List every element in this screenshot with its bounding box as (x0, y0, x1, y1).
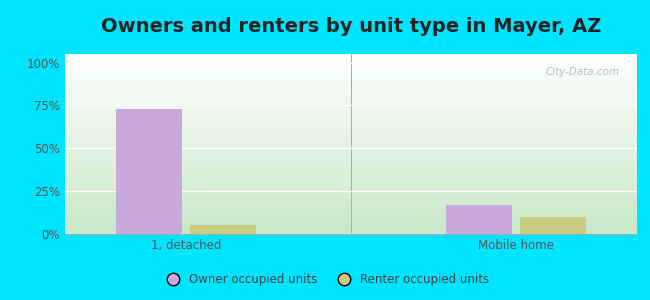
Bar (521, 217, 586, 234)
Legend: Owner occupied units, Renter occupied units: Owner occupied units, Renter occupied un… (156, 269, 494, 291)
Text: City-Data.com: City-Data.com (546, 67, 620, 76)
Bar (116, 109, 181, 234)
Bar (446, 205, 512, 234)
Bar (190, 225, 256, 234)
Text: Owners and renters by unit type in Mayer, AZ: Owners and renters by unit type in Mayer… (101, 17, 601, 37)
